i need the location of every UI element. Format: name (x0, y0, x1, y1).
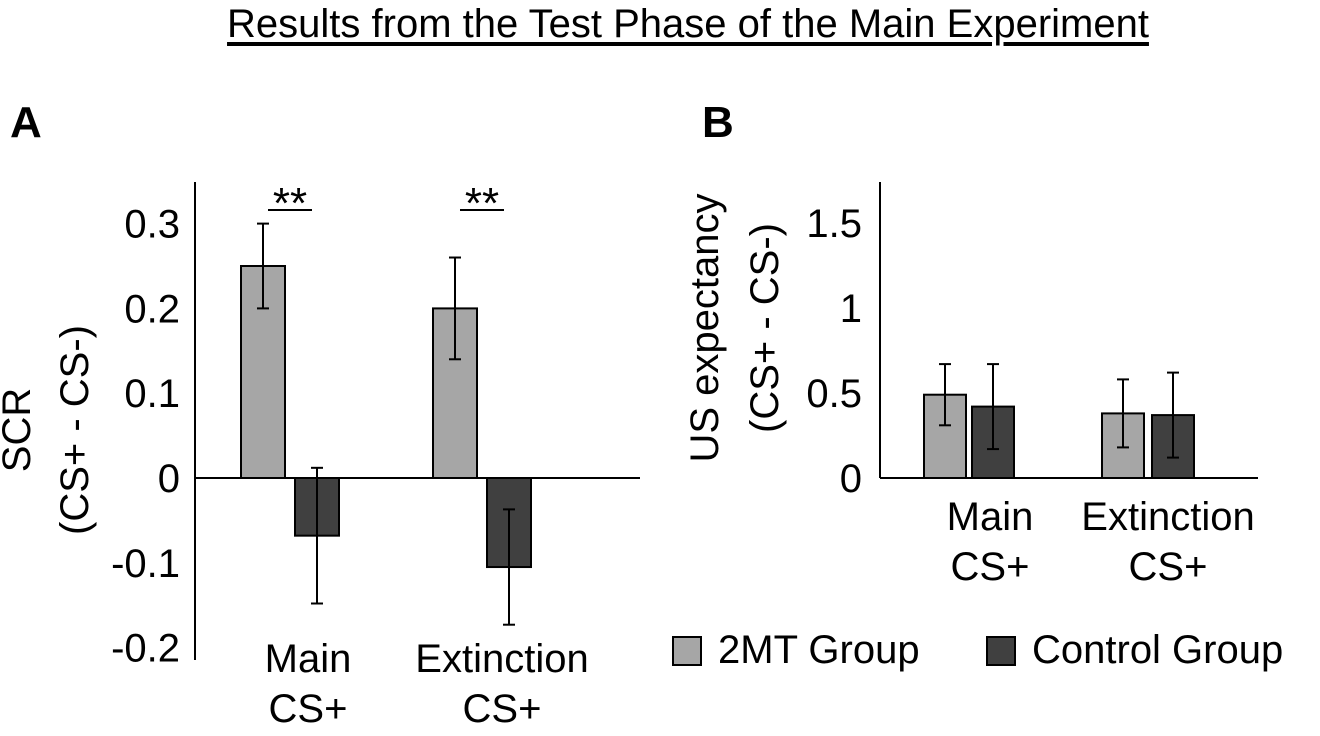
category-label: Main (947, 495, 1034, 539)
panel-label: A (10, 98, 42, 147)
category-label: Extinction (1081, 495, 1254, 539)
y-tick-label: 0 (158, 457, 180, 501)
y-tick-label: 0.3 (124, 203, 180, 247)
y-tick-label: 0.5 (806, 372, 862, 416)
category-label: Extinction (415, 637, 588, 681)
category-label-line2: CS+ (463, 687, 542, 731)
category-label: Main (265, 637, 352, 681)
y-tick-label: -0.2 (111, 627, 180, 671)
y-tick-label: 0.2 (124, 287, 180, 331)
significance-marker: ** (465, 179, 499, 228)
legend-item-2mt: 2MT Group (672, 628, 920, 673)
legend-label-control: Control Group (1032, 628, 1284, 672)
y-tick-label: -0.1 (111, 542, 180, 586)
category-label-line2: CS+ (951, 545, 1030, 589)
significance-marker: ** (273, 179, 307, 228)
category-label-line2: CS+ (269, 687, 348, 731)
legend-swatch-control (986, 635, 1016, 666)
panel-label: B (702, 98, 734, 147)
legend-item-control: Control Group (986, 628, 1283, 673)
y-tick-label: 0 (840, 457, 862, 501)
y-axis-label: SCR (0, 388, 39, 472)
y-axis-label-units: (CS+ - CS-) (53, 325, 97, 535)
y-axis-label: US expectancy (683, 193, 727, 462)
figure-title: Results from the Test Phase of the Main … (227, 2, 1149, 46)
y-tick-label: 0.1 (124, 372, 180, 416)
y-tick-label: 1.5 (806, 202, 862, 246)
legend-swatch-2mt (672, 635, 702, 666)
category-label-line2: CS+ (1129, 545, 1208, 589)
y-tick-label: 1 (840, 287, 862, 331)
legend-label-2mt: 2MT Group (718, 628, 920, 672)
y-axis-label-units: (CS+ - CS-) (743, 223, 787, 433)
